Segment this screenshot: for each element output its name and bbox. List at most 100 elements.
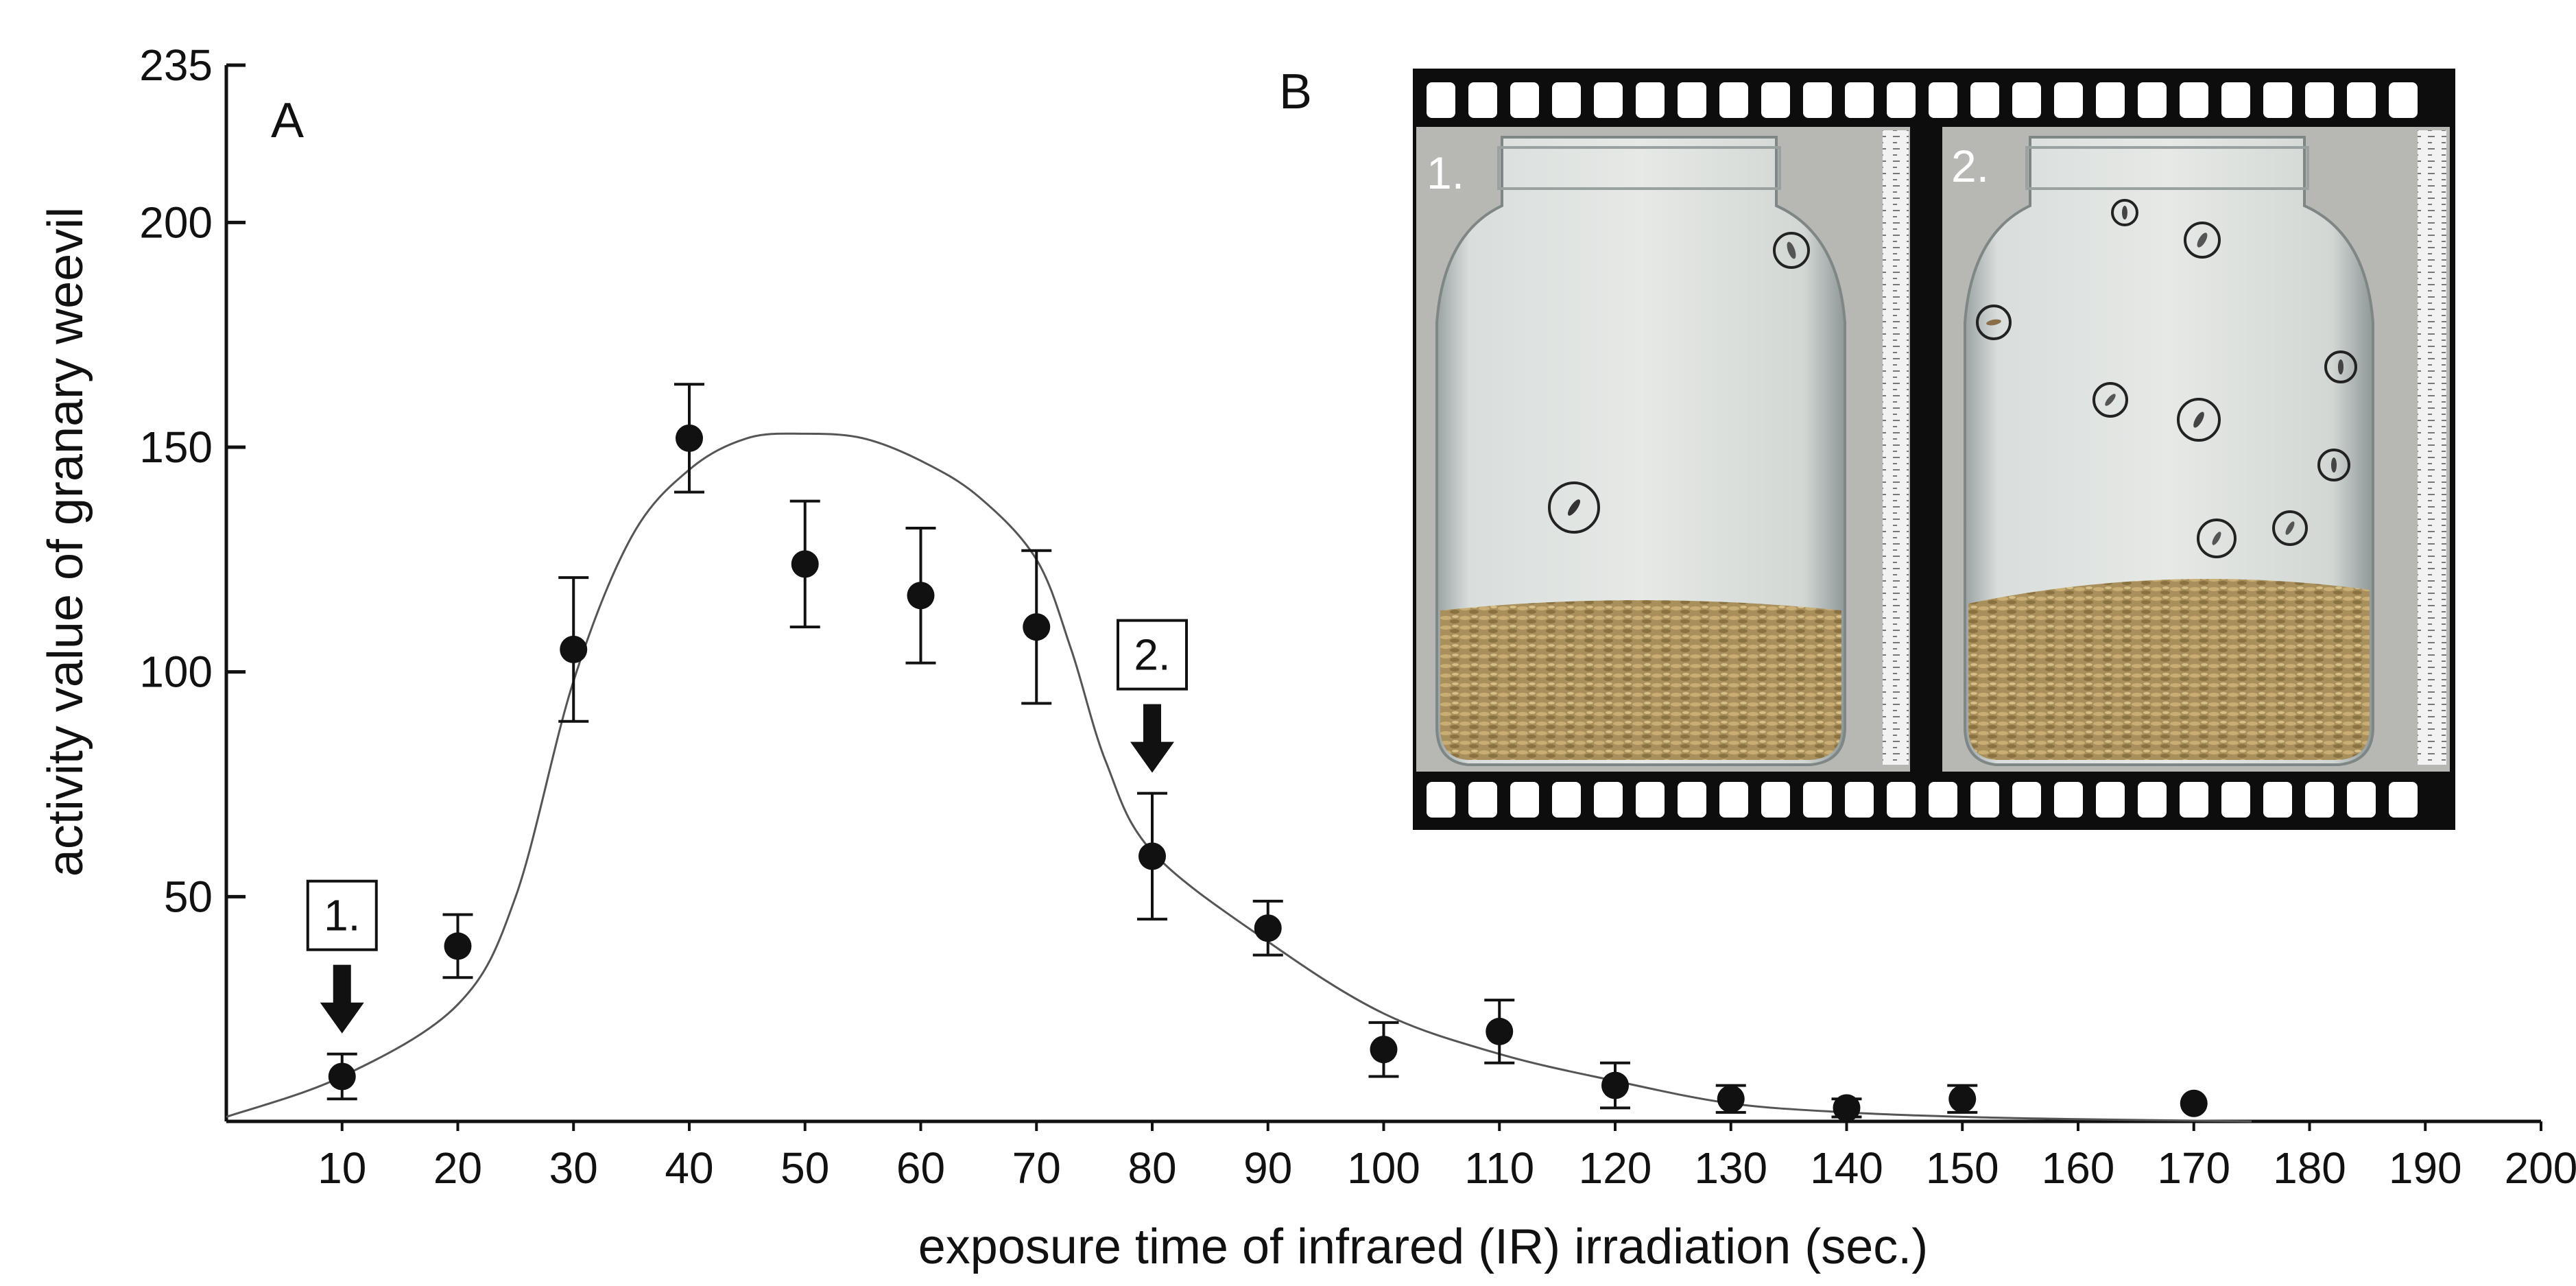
sprocket-hole [1427,82,1455,118]
x-tick-label: 90 [1243,1143,1292,1193]
insect [2197,233,2208,248]
jar-2-grain [1968,579,2370,760]
x-tick-label: 10 [318,1143,366,1193]
insect [2285,521,2295,535]
sprocket-hole [1678,782,1706,818]
sprocket-hole [1803,782,1832,818]
insect [1986,319,2001,326]
x-tick-label: 200 [2505,1143,2576,1193]
sprocket-hole [1678,82,1706,118]
sprocket-holes [1427,82,2418,818]
inset-panel-b: B 1. [1279,64,2455,830]
x-tick-label: 70 [1012,1143,1061,1193]
sprocket-hole [1594,82,1623,118]
sprocket-hole [1552,782,1581,818]
data-point [907,582,935,610]
arrow-head [320,1002,364,1034]
data-point [328,1062,356,1091]
data-points [326,383,2208,1122]
sprocket-hole [1719,82,1748,118]
insect [1567,499,1581,516]
insect-circle [2184,222,2221,259]
data-point [1717,1085,1745,1113]
jar-2-lid-ridges [2025,146,2309,190]
photo-2-label: 2. [1951,141,1989,191]
x-axis-title: exposure time of infrared (IR) irradiati… [918,1219,1929,1274]
data-point [1486,1017,1514,1045]
sprocket-hole [2012,782,2041,818]
x-tick-label: 60 [896,1143,945,1193]
sprocket-hole [2305,782,2334,818]
marker-box [306,879,378,951]
sprocket-hole [1552,82,1581,118]
x-tick-label: 180 [2273,1143,2346,1193]
sprocket-hole [1594,782,1623,818]
sprocket-hole [1719,782,1748,818]
sprocket-hole [1636,82,1665,118]
x-tick-label: 190 [2389,1143,2462,1193]
photo-1-label: 1. [1427,147,1464,198]
data-point [1833,1094,1861,1122]
x-tick-label: 50 [780,1143,829,1193]
photo-1: 1. [1416,127,1910,772]
data-point [1601,1071,1629,1099]
fit-curve-group [226,432,2252,1123]
sprocket-hole [2096,782,2125,818]
sprocket-hole [2305,82,2334,118]
insect [2122,206,2127,219]
x-tick-label: 130 [1694,1143,1767,1193]
sprocket-hole [2221,82,2250,118]
insect [2338,359,2344,374]
x-tick-label: 20 [433,1143,482,1193]
insect [1787,241,1796,259]
panel-b-label: B [1279,64,1312,119]
marker-box [1117,619,1188,691]
insect [2331,457,2337,473]
x-tick-label: 100 [1347,1143,1420,1193]
y-tick-label: 150 [139,422,213,472]
sprocket-hole [1636,782,1665,818]
sprocket-hole [2389,82,2418,118]
ruler-1 [1883,130,1909,765]
x-tick-label: 140 [1810,1143,1883,1193]
sprocket-hole [1970,82,1999,118]
jar-1-lid-ridges [1497,146,1781,190]
fit-curve [226,432,2252,1123]
sprocket-hole [1468,82,1497,118]
y-axis-title: activity value of granary weevil [38,207,93,877]
sprocket-hole [1845,82,1874,118]
sprocket-hole [1887,782,1916,818]
marker-label: 1. [324,891,360,940]
sprocket-hole [1510,82,1539,118]
photo-2: 2. [1942,127,2450,772]
sprocket-hole [1468,782,1497,818]
sprocket-hole [2054,782,2083,818]
y-tick-label: 200 [139,198,213,247]
data-point [1138,842,1166,870]
insect-circle [1976,305,2012,340]
sprocket-hole [2138,82,2167,118]
sprocket-hole [1803,82,1832,118]
sprocket-hole [1970,782,1999,818]
data-point [1948,1085,1977,1113]
data-point [2180,1089,2208,1117]
data-point [1023,613,1051,641]
sprocket-hole [1929,82,1957,118]
x-tick-label: 160 [2042,1143,2115,1193]
ruler-2 [2418,130,2446,765]
x-tick-label: 40 [665,1143,713,1193]
sprocket-hole [1887,82,1916,118]
x-tick-label: 150 [1926,1143,1999,1193]
data-point [676,424,703,452]
data-point [791,550,819,578]
sprocket-hole [1427,782,1455,818]
sprocket-hole [2096,82,2125,118]
x-tick-label: 120 [1579,1143,1652,1193]
panel-a-label: A [271,93,304,148]
data-point [560,635,588,663]
x-tick-label: 30 [549,1143,598,1193]
insect-circle [2111,199,2138,226]
sprocket-hole [2389,782,2418,818]
sprocket-hole [2138,782,2167,818]
sprocket-hole [2180,82,2208,118]
